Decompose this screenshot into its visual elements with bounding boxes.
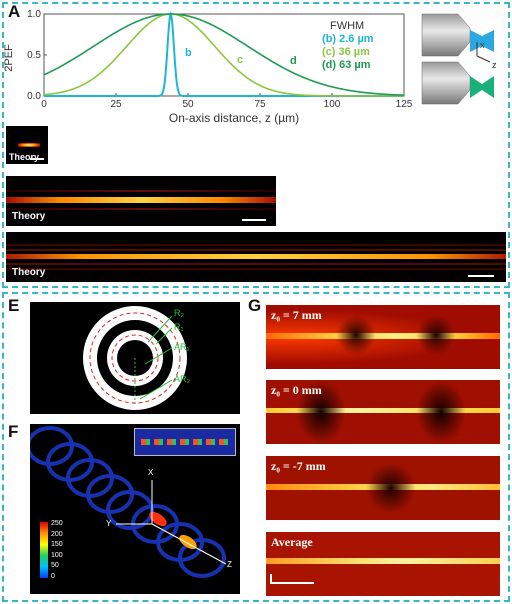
g-image-z7: z₀ = 7 mm <box>266 305 500 369</box>
bottom-panel-border <box>2 292 510 602</box>
g-image-zm7: z₀ = -7 mm <box>266 456 500 520</box>
legend-entry-c: (c) 36 µm <box>322 46 370 58</box>
panel-label-a: A <box>8 2 21 21</box>
x-tick-label: 0 <box>41 99 47 110</box>
x-tick-label: 125 <box>396 99 413 110</box>
colorbar-tick-150: 150 <box>51 541 63 548</box>
beam-cone-top <box>470 30 494 52</box>
x-tick-label: 100 <box>324 99 341 110</box>
legend-entry-b: (b) 2.6 µm <box>322 33 374 45</box>
x-tick-label: 25 <box>110 99 122 110</box>
y-tick-label: 0.0 <box>27 91 41 102</box>
axis-y-label: Y <box>106 519 112 528</box>
g-image-average: Average <box>266 532 500 596</box>
inset-x-label: x <box>480 40 485 50</box>
colorbar-tick-50: 50 <box>51 562 59 569</box>
fwhm-line-chart: 0 25 50 75 100 125 0.0 0.5 1.0 2PEF On-axis dist… <box>3 9 413 125</box>
beam-cone-bottom <box>470 76 494 98</box>
series-line-d <box>43 13 405 96</box>
label-ar1: AR₁ <box>174 342 190 352</box>
ring-mask-image: R₂ R₁ AR₁ AR₂ <box>30 302 240 414</box>
tilted-beam-rings <box>30 426 226 578</box>
x-axis-label: On-axis distance, z (µm) <box>169 111 299 125</box>
colorbar-tick-0: 0 <box>51 572 55 580</box>
y-tick-label: 1.0 <box>27 9 41 20</box>
scale-bar-b <box>30 158 44 160</box>
y-axis-label: 2PEF <box>3 44 15 72</box>
x-tick-label: 75 <box>254 99 266 110</box>
f-inset <box>134 428 236 456</box>
axis-x-label: X <box>148 468 154 477</box>
3d-psf-render: X Y Z 250 200 150 100 50 0 <box>30 424 240 594</box>
scale-bar-c <box>242 219 266 221</box>
objective-top <box>421 13 471 57</box>
g-label-z0: z₀ = 0 mm <box>271 383 322 397</box>
theory-image-b: Theory <box>6 126 48 164</box>
curve-label-b: b <box>185 47 192 59</box>
panel-label-e: E <box>8 296 20 315</box>
y-tick-label: 0.5 <box>27 50 41 61</box>
scale-bar-g <box>270 582 314 584</box>
colorbar-tick-100: 100 <box>51 551 63 559</box>
objective-bottom <box>421 61 471 105</box>
legend-entry-d: (d) 63 µm <box>322 59 371 71</box>
theory-image-c: Theory <box>6 176 276 226</box>
label-r2: R₂ <box>174 308 184 318</box>
panel-label-g: G <box>248 296 262 315</box>
label-r1: R₁ <box>174 322 184 332</box>
g-label-average: Average <box>271 535 313 549</box>
theory-label-c: Theory <box>12 211 46 222</box>
g-label-zm7: z₀ = -7 mm <box>271 459 326 473</box>
chart-series <box>43 10 405 97</box>
curve-label-d: d <box>290 55 297 67</box>
legend-title: FWHM <box>330 20 364 32</box>
axis-z-label: Z <box>227 560 232 569</box>
theory-label-b: Theory <box>9 152 40 162</box>
series-line-c <box>43 13 404 97</box>
theory-label-d: Theory <box>12 267 46 278</box>
theory-image-d: Theory <box>6 232 506 282</box>
curve-label-c: c <box>237 54 243 66</box>
colorbar-tick-200: 200 <box>51 530 63 538</box>
objective-inset: x z <box>421 13 497 105</box>
top-panel-border <box>2 2 510 288</box>
scale-bar-g-vertical <box>270 574 272 584</box>
label-ar2: AR₂ <box>174 374 191 384</box>
x-tick-label: 50 <box>182 99 194 110</box>
panel-label-f: F <box>8 422 19 441</box>
inset-z-label: z <box>492 60 497 70</box>
g-label-z7: z₀ = 7 mm <box>271 308 322 322</box>
colorbar-tick-250: 250 <box>51 520 63 527</box>
scale-bar-d <box>468 275 494 277</box>
g-image-z0: z₀ = 0 mm <box>266 380 500 444</box>
colorbar <box>40 522 48 578</box>
